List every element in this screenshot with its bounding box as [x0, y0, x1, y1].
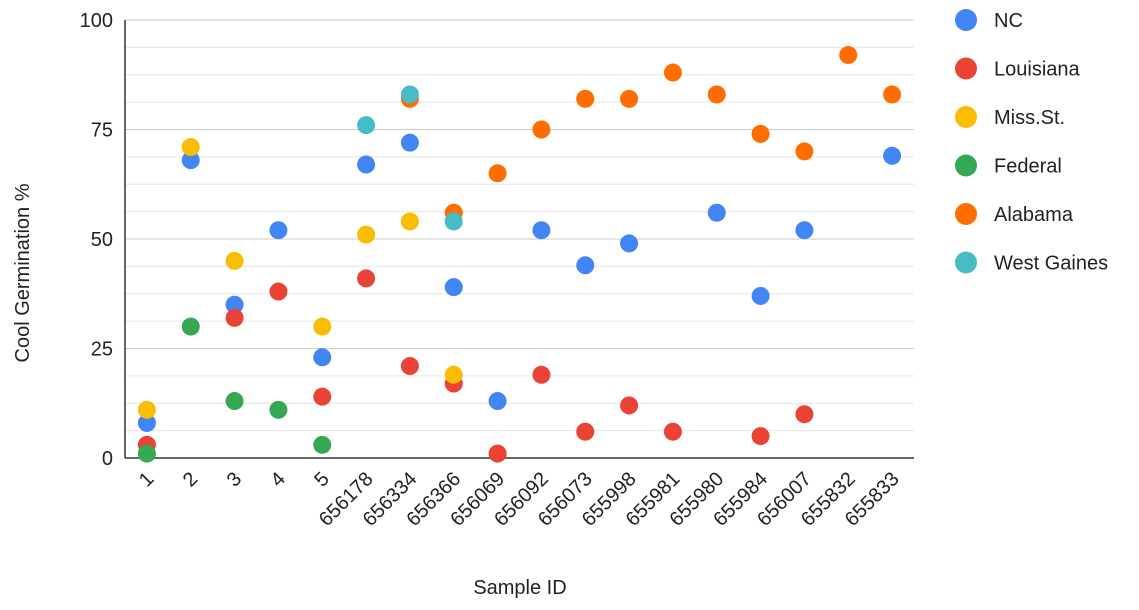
point-louisiana: [225, 308, 244, 327]
point-louisiana: [357, 269, 376, 288]
legend-marker-west-gaines: [955, 251, 977, 274]
legend-label-alabama: Alabama: [994, 204, 1074, 226]
legend-label-louisiana: Louisiana: [994, 59, 1081, 81]
legend: NC Louisiana Miss.St. Federal Alabama West Ga…: [955, 9, 1108, 275]
point-nc: [444, 278, 463, 297]
point-alabama: [751, 124, 770, 143]
legend-label-nc: NC: [994, 10, 1023, 32]
legend-label-miss-st: Miss.St.: [994, 107, 1065, 129]
legend-marker-miss-st: [955, 106, 977, 128]
point-west-gaines: [357, 116, 376, 135]
point-federal: [181, 317, 200, 336]
point-nc: [707, 203, 726, 222]
point-miss-st: [181, 138, 200, 157]
gridlines: [125, 19, 914, 459]
point-nc: [400, 133, 419, 152]
x-tick-label: 1: [135, 468, 158, 491]
point-miss-st: [357, 225, 376, 244]
point-nc: [532, 221, 551, 240]
point-nc: [488, 392, 507, 411]
legend-marker-alabama: [955, 203, 977, 225]
y-tick-labels: 0 25 50 75 100: [80, 10, 113, 470]
point-alabama: [883, 85, 902, 104]
point-miss-st: [225, 251, 244, 270]
point-louisiana: [488, 444, 507, 463]
point-miss-st: [137, 400, 156, 419]
legend-marker-nc: [955, 9, 977, 31]
point-louisiana: [269, 282, 288, 301]
point-miss-st: [400, 212, 419, 231]
point-federal: [137, 444, 156, 463]
point-louisiana: [795, 405, 814, 424]
point-alabama: [663, 63, 682, 82]
x-tick-label: 5: [310, 468, 333, 491]
x-tick-label: 3: [223, 468, 246, 491]
point-nc: [181, 151, 200, 170]
y-tick-label: 25: [91, 339, 113, 361]
point-nc: [137, 413, 156, 432]
point-miss-st: [444, 365, 463, 384]
point-federal: [313, 435, 332, 454]
y-tick-label: 100: [80, 10, 113, 32]
x-axis-title: Sample ID: [473, 577, 566, 599]
point-alabama: [620, 89, 639, 108]
point-west-gaines: [400, 85, 419, 104]
x-tick-labels: 1 2 3 4 565617865633465636665606965609265607…: [135, 468, 904, 531]
point-alabama: [576, 89, 595, 108]
point-louisiana: [313, 387, 332, 406]
y-axis-title: Cool Germination %: [12, 183, 34, 362]
point-louisiana: [576, 422, 595, 441]
point-alabama: [707, 85, 726, 104]
legend-label-federal: Federal: [994, 156, 1062, 178]
point-louisiana: [663, 422, 682, 441]
point-alabama: [795, 142, 814, 161]
point-nc: [225, 295, 244, 314]
point-alabama: [532, 120, 551, 139]
point-louisiana: [400, 357, 419, 376]
point-federal: [269, 400, 288, 419]
x-tick-label: 4: [267, 468, 290, 491]
legend-marker-louisiana: [955, 57, 977, 80]
point-nc: [576, 256, 595, 275]
point-alabama: [839, 46, 858, 65]
y-tick-label: 0: [102, 448, 113, 470]
point-miss-st: [313, 317, 332, 336]
point-louisiana: [620, 396, 639, 415]
point-west-gaines: [444, 212, 463, 231]
point-nc: [883, 146, 902, 165]
legend-marker-federal: [955, 154, 977, 177]
axes: [124, 20, 914, 459]
data-points: [137, 46, 902, 463]
point-louisiana: [751, 427, 770, 446]
point-nc: [269, 221, 288, 240]
y-tick-label: 50: [91, 229, 113, 251]
point-federal: [225, 392, 244, 411]
point-nc: [620, 234, 639, 253]
point-louisiana: [532, 365, 551, 384]
point-nc: [313, 348, 332, 367]
y-tick-label: 75: [91, 120, 113, 142]
point-alabama: [488, 164, 507, 183]
point-nc: [795, 221, 814, 240]
legend-label-west-gaines: West Gaines: [994, 253, 1108, 275]
point-nc: [357, 155, 376, 174]
point-nc: [751, 286, 770, 305]
x-tick-label: 2: [179, 468, 202, 491]
